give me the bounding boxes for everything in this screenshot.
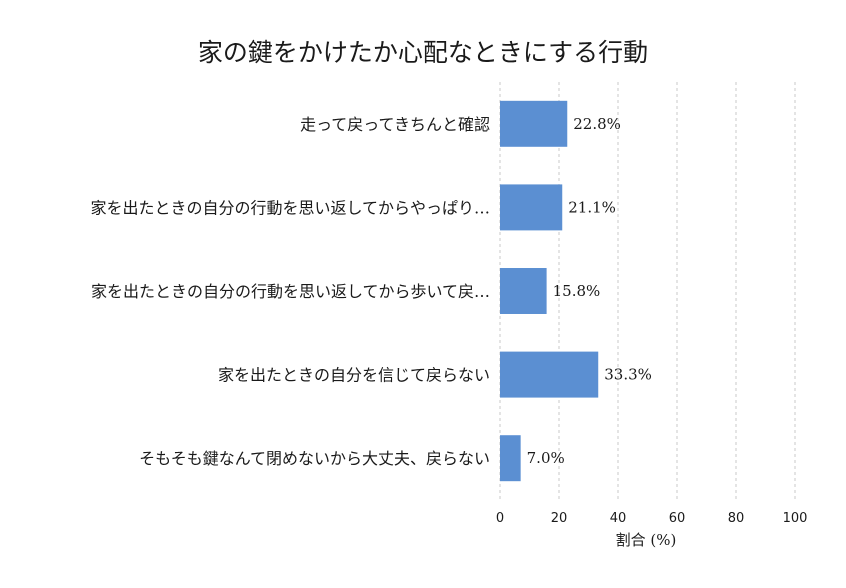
chart-title: 家の鍵をかけたか心配なときにする行動	[198, 38, 648, 67]
category-label: そもそも鍵なんて閉めないから大丈夫、戻らない	[139, 449, 490, 468]
x-tick-label: 60	[669, 511, 686, 526]
x-axis-ticks: 0 20 40 60 80 100	[496, 511, 808, 526]
data-label: 15.8%	[553, 282, 601, 300]
x-tick-label: 40	[610, 511, 627, 526]
bar	[500, 268, 547, 314]
value-labels: 22.8% 21.1% 15.8% 33.3% 7.0%	[527, 115, 652, 467]
bar	[500, 435, 521, 482]
bar	[500, 351, 599, 398]
x-tick-label: 20	[551, 511, 568, 526]
data-label: 7.0%	[527, 449, 565, 467]
category-label: 家を出たときの自分の行動を思い返してから歩いて戻…	[91, 282, 490, 301]
data-label: 22.8%	[573, 115, 621, 133]
data-label: 21.1%	[568, 198, 616, 216]
category-label: 走って戻ってきちんと確認	[300, 115, 490, 134]
bar	[500, 100, 568, 147]
bar	[500, 184, 563, 231]
x-tick-label: 0	[496, 511, 504, 526]
x-tick-label: 80	[728, 511, 745, 526]
x-tick-label: 100	[783, 511, 808, 526]
category-label: 家を出たときの自分の行動を思い返してからやっぱり…	[90, 198, 490, 217]
x-axis-label: 割合 (%)	[616, 531, 677, 549]
bars	[500, 100, 599, 482]
gridlines	[499, 82, 796, 500]
category-label: 家を出たときの自分を信じて戻らない	[218, 366, 490, 385]
data-label: 33.3%	[604, 366, 652, 384]
